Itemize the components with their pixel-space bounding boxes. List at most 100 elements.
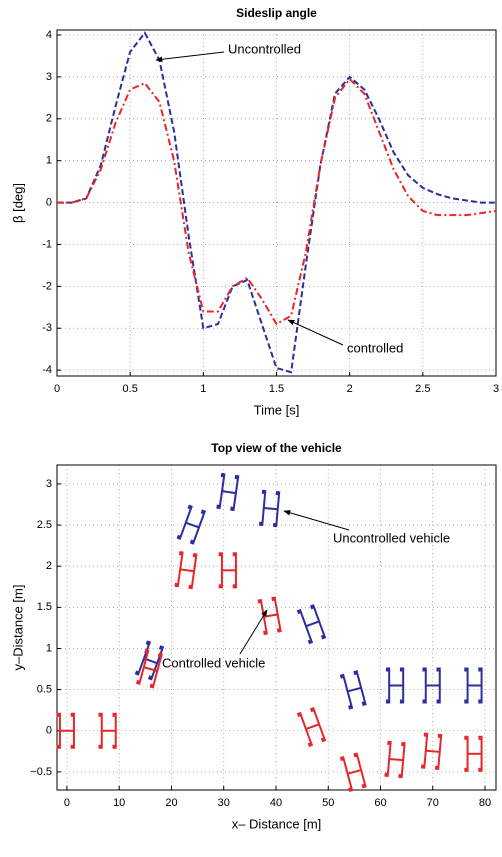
wheel (361, 783, 366, 789)
y-tick-label: 3 (46, 71, 52, 83)
vehicle-part (143, 666, 158, 672)
vehicle (385, 667, 405, 704)
wheel (147, 675, 152, 680)
arrow (287, 319, 344, 346)
wheel (263, 630, 267, 636)
wheel (144, 649, 148, 654)
x-tick-label: 40 (270, 797, 282, 809)
wheel (296, 609, 301, 615)
wheel (348, 705, 352, 710)
x-tick-label: 3 (493, 383, 499, 395)
vehicle-part (150, 645, 165, 681)
wheel (234, 474, 238, 480)
vehicle-part (185, 521, 200, 529)
vehicle (134, 640, 165, 681)
x-tick-label: 1 (200, 383, 206, 395)
vehicle-part (425, 749, 440, 753)
vehicle-part (389, 757, 404, 762)
wheel (134, 670, 139, 676)
x-tick-label: 80 (479, 797, 491, 809)
x-tick-label: 0 (64, 797, 70, 809)
vehicle-part (305, 620, 320, 628)
y-tick-label: 0.5 (37, 684, 52, 696)
y-tick-label: -3 (42, 322, 52, 334)
chart-title: Sideslip angle (236, 6, 317, 20)
vehicle-part (136, 641, 152, 676)
wheel (320, 737, 325, 743)
wheel (339, 674, 344, 679)
vehicle (257, 596, 282, 636)
wheel (353, 670, 357, 676)
y-tick-label: -4 (42, 364, 52, 376)
vehicle-part (298, 711, 314, 747)
x-tick-label: 20 (165, 797, 177, 809)
vehicle (98, 712, 117, 749)
arrow (155, 51, 225, 63)
vehicle (258, 489, 281, 528)
wheel (178, 551, 182, 556)
y-axis-label: y–Distance [m] (10, 585, 25, 671)
wheel (187, 504, 192, 510)
arrow (283, 510, 350, 531)
y-tick-label: 1.5 (37, 601, 52, 613)
wheel (339, 756, 344, 762)
vehicle (176, 504, 207, 545)
vehicle-part (263, 507, 278, 511)
wheel (230, 506, 234, 511)
plot-frame (56, 464, 497, 791)
arrow (239, 609, 268, 655)
vehicle (464, 735, 483, 772)
wheel (176, 534, 181, 540)
x-tick-label: 0.5 (123, 383, 138, 395)
vehicle-part (298, 608, 314, 644)
wheel (188, 584, 192, 590)
x-tick-label: 1.5 (269, 383, 284, 395)
y-tick-label: 3 (46, 478, 52, 490)
vehicle (339, 752, 367, 792)
vehicle (296, 604, 327, 645)
wheel (145, 640, 150, 646)
vehicle-part (312, 706, 327, 742)
x-axis-label: Time [s] (254, 402, 300, 417)
y-tick-label: 2 (46, 113, 52, 125)
vehicle (296, 706, 327, 748)
y-tick-label: 1 (46, 642, 52, 654)
vehicle-part (347, 686, 362, 693)
wheel (307, 639, 312, 645)
wheel (271, 596, 275, 602)
vehicle-part (312, 604, 327, 639)
vehicle-part (191, 510, 207, 545)
chart-title: Top view of the vehicle (211, 441, 342, 455)
x-tick-label: 2.5 (415, 383, 430, 395)
wheel (189, 539, 194, 545)
wheel (361, 701, 366, 707)
wheel (309, 604, 314, 610)
vehicle-part (180, 568, 195, 573)
y-tick-label: −0.5 (30, 766, 52, 778)
wheel (257, 599, 261, 604)
vehicle (174, 551, 198, 590)
x-tick-label: 2 (347, 383, 353, 395)
wheel (320, 634, 325, 640)
wheel (353, 752, 357, 758)
annotation: Uncontrolled (228, 41, 301, 56)
vehicle-part (263, 613, 278, 618)
wheel (192, 553, 196, 558)
wheel (309, 707, 314, 713)
x-tick-label: 60 (374, 797, 386, 809)
x-tick-label: 0 (54, 383, 60, 395)
y-tick-label: 2 (46, 560, 52, 572)
vehicle-part (347, 769, 362, 775)
wheel (220, 472, 224, 478)
y-tick-label: 0 (46, 196, 52, 208)
wheel (296, 712, 301, 717)
x-tick-label: 10 (113, 797, 125, 809)
vehicle (56, 712, 75, 749)
wheel (135, 679, 140, 685)
vehicle (339, 670, 367, 710)
y-axis-label: β [deg] (10, 183, 25, 223)
y-tick-label: 2.5 (37, 519, 52, 531)
x-tick-label: 70 (427, 797, 439, 809)
vehicle (464, 667, 483, 704)
